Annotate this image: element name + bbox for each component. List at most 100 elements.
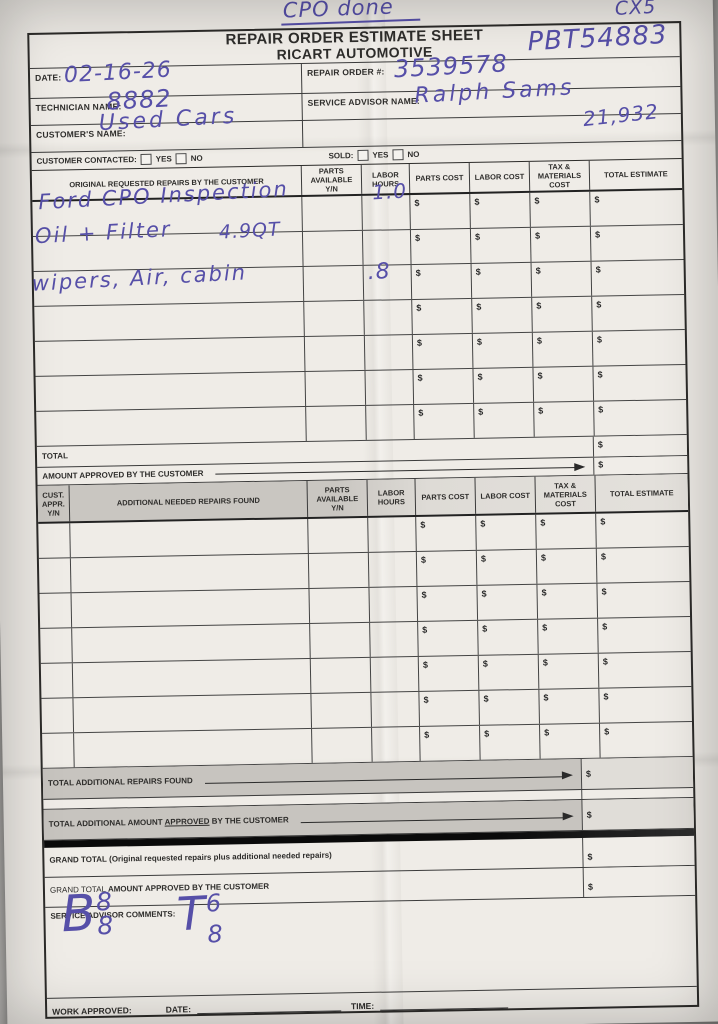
currency-symbol: $ xyxy=(535,265,541,276)
labor-hours-cell xyxy=(371,691,421,727)
cust-appr-cell xyxy=(42,733,75,768)
labor-cost-cell: $ xyxy=(471,262,533,298)
tax-materials-cell: $ xyxy=(539,688,600,724)
col-header: PARTS COST xyxy=(415,477,477,515)
description-cell xyxy=(33,266,305,306)
tax-materials-cell: $ xyxy=(532,331,594,367)
technician-field: TECHNICIAN NAME: xyxy=(30,93,303,125)
contacted-yes-checkbox xyxy=(140,153,152,165)
label-part: TOTAL ADDITIONAL AMOUNT xyxy=(48,817,163,829)
parts-available-cell xyxy=(305,370,367,406)
parts-available-cell xyxy=(311,692,373,728)
currency-symbol: $ xyxy=(418,407,424,418)
labor-hours-cell xyxy=(368,551,418,587)
parts-available-cell xyxy=(306,405,367,441)
currency-symbol: $ xyxy=(480,518,486,529)
labor-hours-cell xyxy=(372,726,421,762)
grand-total-approved-cell: $ xyxy=(582,865,696,897)
date-field: DATE: xyxy=(29,63,303,98)
labor-hours-cell xyxy=(370,621,419,657)
parts-cost-cell: $ xyxy=(412,298,473,335)
currency-symbol: $ xyxy=(474,196,480,207)
total-estimate-cell: $ xyxy=(594,400,687,436)
currency-symbol: $ xyxy=(603,691,609,702)
description-cell xyxy=(32,197,303,236)
col-header: PARTS AVAILABLE Y/N xyxy=(307,479,369,517)
label-part: (Original requested repairs plus additio… xyxy=(109,850,332,864)
customer-contacted-group: CUSTOMER CONTACTED: YES NO xyxy=(31,153,203,167)
parts-cost-cell: $ xyxy=(416,515,477,551)
cust-appr-cell xyxy=(40,663,74,698)
parts-cost-cell: $ xyxy=(411,263,473,300)
currency-symbol: $ xyxy=(420,554,427,565)
yes-label: YES xyxy=(155,154,172,164)
currency-symbol: $ xyxy=(598,404,604,415)
currency-symbol: $ xyxy=(416,337,423,348)
total-estimate-cell: $ xyxy=(597,582,690,618)
handwriting-vehicle: CX5 xyxy=(614,0,657,20)
arrow-line xyxy=(300,800,567,835)
col-header: TAX & MATERIALS COST xyxy=(529,160,591,191)
label-part: GRAND TOTAL xyxy=(49,854,107,865)
parts-available-cell xyxy=(312,727,373,763)
description-cell xyxy=(34,301,305,341)
total-estimate-cell: $ xyxy=(592,260,685,296)
currency-symbol: $ xyxy=(537,370,543,381)
label-part: AMOUNT APPROVED BY THE CUSTOMER xyxy=(107,881,270,894)
parts-cost-cell: $ xyxy=(413,368,475,404)
date-label: DATE: xyxy=(165,1004,192,1015)
currency-symbol: $ xyxy=(594,194,600,205)
parts-cost-cell: $ xyxy=(410,228,472,265)
tax-materials-cell: $ xyxy=(538,618,599,654)
total-estimate-cell: $ xyxy=(596,512,689,548)
description-cell xyxy=(35,371,307,411)
parts-available-cell xyxy=(309,587,371,623)
no-label: NO xyxy=(190,153,203,164)
currency-symbol: $ xyxy=(597,439,603,450)
total-estimate-cell: $ xyxy=(591,225,684,261)
currency-symbol: $ xyxy=(536,300,542,311)
tax-materials-cell: $ xyxy=(530,191,591,227)
col-header: PARTS COST xyxy=(409,162,471,194)
currency-symbol: $ xyxy=(586,809,592,820)
parts-cost-cell: $ xyxy=(414,403,475,439)
approved-amount-cell: $ xyxy=(593,455,688,475)
tax-materials-cell: $ xyxy=(530,226,592,262)
currency-symbol: $ xyxy=(534,230,541,241)
total-estimate-cell: $ xyxy=(597,547,690,583)
col-header: ADDITIONAL NEEDED REPAIRS FOUND xyxy=(69,480,309,522)
parts-available-cell xyxy=(304,335,366,371)
currency-symbol: $ xyxy=(587,881,594,892)
tax-materials-cell: $ xyxy=(531,261,593,297)
col-header: TOTAL ESTIMATE xyxy=(609,487,674,498)
total-estimate-cell: $ xyxy=(593,365,686,401)
total-estimate-cell: $ xyxy=(598,617,691,653)
tax-materials-cell: $ xyxy=(534,401,595,437)
currency-symbol: $ xyxy=(421,589,427,600)
currency-symbol: $ xyxy=(541,587,547,598)
currency-symbol: $ xyxy=(476,336,483,347)
currency-symbol: $ xyxy=(477,371,483,382)
col-header: LABOR HOURS xyxy=(361,164,411,194)
cust-appr-cell xyxy=(38,523,71,558)
description-cell xyxy=(71,588,311,628)
currency-symbol: $ xyxy=(600,516,606,527)
currency-symbol: $ xyxy=(534,195,540,206)
parts-cost-cell: $ xyxy=(412,333,474,369)
labor-cost-cell: $ xyxy=(476,549,538,585)
cust-appr-cell xyxy=(40,628,73,663)
parts-cost-cell: $ xyxy=(416,550,478,586)
yes-label: YES xyxy=(372,150,389,160)
currency-symbol: $ xyxy=(602,621,608,632)
currency-symbol: $ xyxy=(422,624,428,635)
labor-cost-cell: $ xyxy=(478,619,539,655)
contacted-no-checkbox xyxy=(175,153,187,165)
total-estimate-cell: $ xyxy=(600,722,693,758)
parts-cost-cell: $ xyxy=(410,193,471,230)
label-part-underlined: APPROVED xyxy=(164,816,210,827)
cust-appr-cell xyxy=(38,558,72,593)
tax-materials-cell: $ xyxy=(538,653,600,689)
parts-available-cell xyxy=(310,657,372,693)
parts-cost-cell: $ xyxy=(418,620,479,656)
